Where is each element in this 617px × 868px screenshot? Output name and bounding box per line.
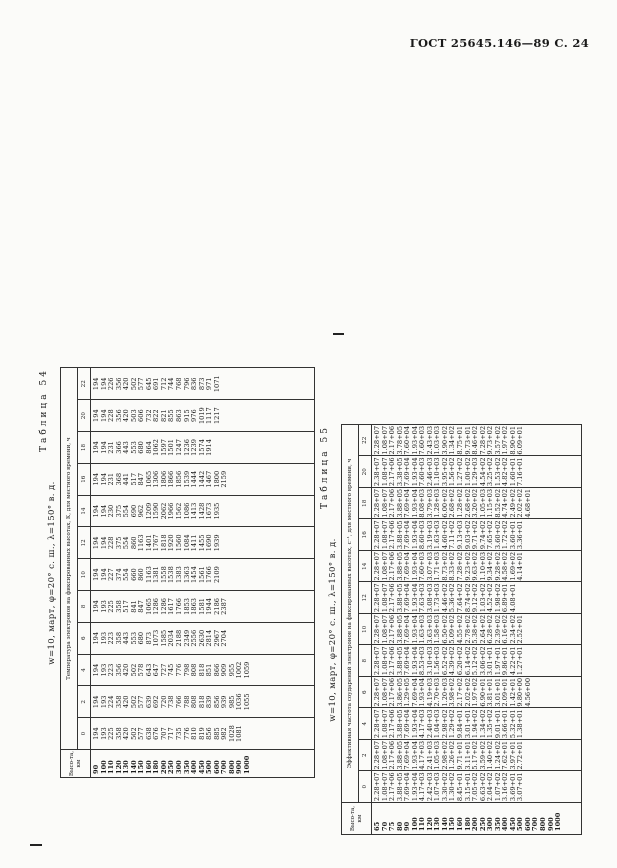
page-divider <box>30 844 42 846</box>
data-column: 194 194 228 356 420 503 606 732 822 821 … <box>90 399 315 432</box>
table-caption: Эффективная частота соударений электроно… <box>341 424 359 803</box>
table-55-block: Таблица 55 w=10, март, φ=20° с. ш., λ=15… <box>320 424 594 835</box>
table-row: 65 70 75 80 90 100 110 120 130 140 150 1… <box>371 424 582 835</box>
table-54: Высо-та, км Температура электронов на фи… <box>60 367 315 778</box>
data-column: 2.28+07 1.08+07 2.17+06 3.88+05 7.69+04 … <box>371 487 582 519</box>
data-column: 2.28+07 1.08+07 2.17+06 3.88+05 7.69+04 … <box>371 519 582 551</box>
altitude-column: 90 100 110 120 130 140 150 160 180 200 2… <box>90 749 315 778</box>
data-column: 194 194 226 356 420 502 577 645 691 712 … <box>90 367 315 400</box>
data-column: 2.28+07 1.08+07 2.17+06 3.88+05 7.69+04 … <box>371 613 582 645</box>
page-header: ГОСТ 25645.146—89 С. 24 <box>409 36 589 50</box>
data-column: 194 193 223 358 443 553 680 873 1073 158… <box>90 622 315 655</box>
column-header: 2 <box>358 739 372 771</box>
column-header: 8 <box>358 645 372 677</box>
column-header: 4 <box>358 708 372 740</box>
altitude-column: 65 70 75 80 90 100 110 120 130 140 150 1… <box>371 802 582 835</box>
column-header: 14 <box>77 495 91 527</box>
column-header: 12 <box>358 582 372 614</box>
altitude-header: Высо-та, км <box>341 802 372 835</box>
data-column: 194 194 227 374 554 660 860 1163 1381 15… <box>90 558 315 591</box>
table-title: w=10, март, φ=20° с. ш., λ=150° в. д. <box>328 538 338 722</box>
column-header: 14 <box>358 550 372 582</box>
table-55: Высо-та, км Эффективная частота соударен… <box>341 424 582 835</box>
column-header: 12 <box>77 526 91 559</box>
data-column: 2.28+07 1.08+07 2.17+06 3.88+05 7.69+04 … <box>371 645 582 677</box>
column-header: 16 <box>358 519 372 551</box>
data-column: 194 193 224 358 420 502 577 639 692 720 … <box>90 685 315 718</box>
data-column: 2.28+07 1.08+07 2.17+06 3.88+05 7.69+04 … <box>371 550 582 582</box>
data-column: 2.28+07 1.08+07 2.17+06 3.86+05 1.29+05 … <box>371 676 582 708</box>
table-row: 90 100 110 120 130 140 150 160 180 200 2… <box>90 367 315 778</box>
data-column: 194 194 231 366 443 553 680 864 1062 159… <box>90 431 315 464</box>
column-header: 6 <box>358 676 372 708</box>
data-column: 2.28+07 1.08+07 2.17+06 3.88+05 7.69+04 … <box>371 771 582 803</box>
data-column: 194 193 223 356 420 502 578 643 647 727 … <box>90 654 315 686</box>
column-headers: 0 2 4 6 8 10 12 14 16 18 20 22 <box>358 424 372 835</box>
page-divider <box>333 333 344 335</box>
column-header: 0 <box>358 771 372 803</box>
column-header: 22 <box>77 367 91 400</box>
column-header: 18 <box>358 487 372 519</box>
column-header: 22 <box>358 424 372 456</box>
column-header: 4 <box>77 654 91 686</box>
column-header: 20 <box>77 399 91 432</box>
data-column: 2.28+07 1.08+07 2.17+06 3.88+05 7.69+04 … <box>371 739 582 771</box>
data-column: 194 193 225 358 420 502 577 638 676 707 … <box>90 717 315 750</box>
data-column: 194 193 225 358 517 841 847 1065 1286 12… <box>90 590 315 623</box>
data-column: 194 194 231 368 441 517 847 1065 1306 18… <box>90 463 315 496</box>
altitude-header: Высо-та, км <box>60 749 91 778</box>
data-column: 2.28+07 1.08+07 2.17+06 3.88+05 7.69+04 … <box>371 708 582 740</box>
data-column: 2.28+07 1.08+07 2.17+06 3.88+05 7.69+04 … <box>371 582 582 614</box>
column-header: 20 <box>358 456 372 488</box>
data-column: 2.28+07 1.08+07 2.17+06 3.78+05 7.60+04 … <box>371 424 582 456</box>
table-caption: Температура электронов на фиксированных … <box>60 367 78 750</box>
column-header: 10 <box>358 613 372 645</box>
column-headers: 0 2 4 6 8 10 12 14 16 18 20 22 <box>77 367 91 778</box>
data-column: 194 194 230 375 554 690 962 1209 1590 20… <box>90 495 315 527</box>
column-header: 2 <box>77 685 91 718</box>
table-title: w=10, март, φ=20° с. ш., λ=150° в. д. <box>47 481 57 665</box>
table-54-block: Таблица 54 w=10, март, φ=20° с. ш., λ=15… <box>39 367 329 778</box>
column-header: 16 <box>77 463 91 496</box>
data-column: 2.38+07 1.08+07 2.17+06 3.38+05 7.69+04 … <box>371 456 582 488</box>
column-header: 0 <box>77 717 91 750</box>
column-header: 6 <box>77 622 91 655</box>
column-header: 10 <box>77 558 91 591</box>
column-header: 18 <box>77 431 91 464</box>
column-header: 8 <box>77 590 91 623</box>
data-column: 194 194 228 375 554 860 1163 1401 1767 1… <box>90 526 315 559</box>
